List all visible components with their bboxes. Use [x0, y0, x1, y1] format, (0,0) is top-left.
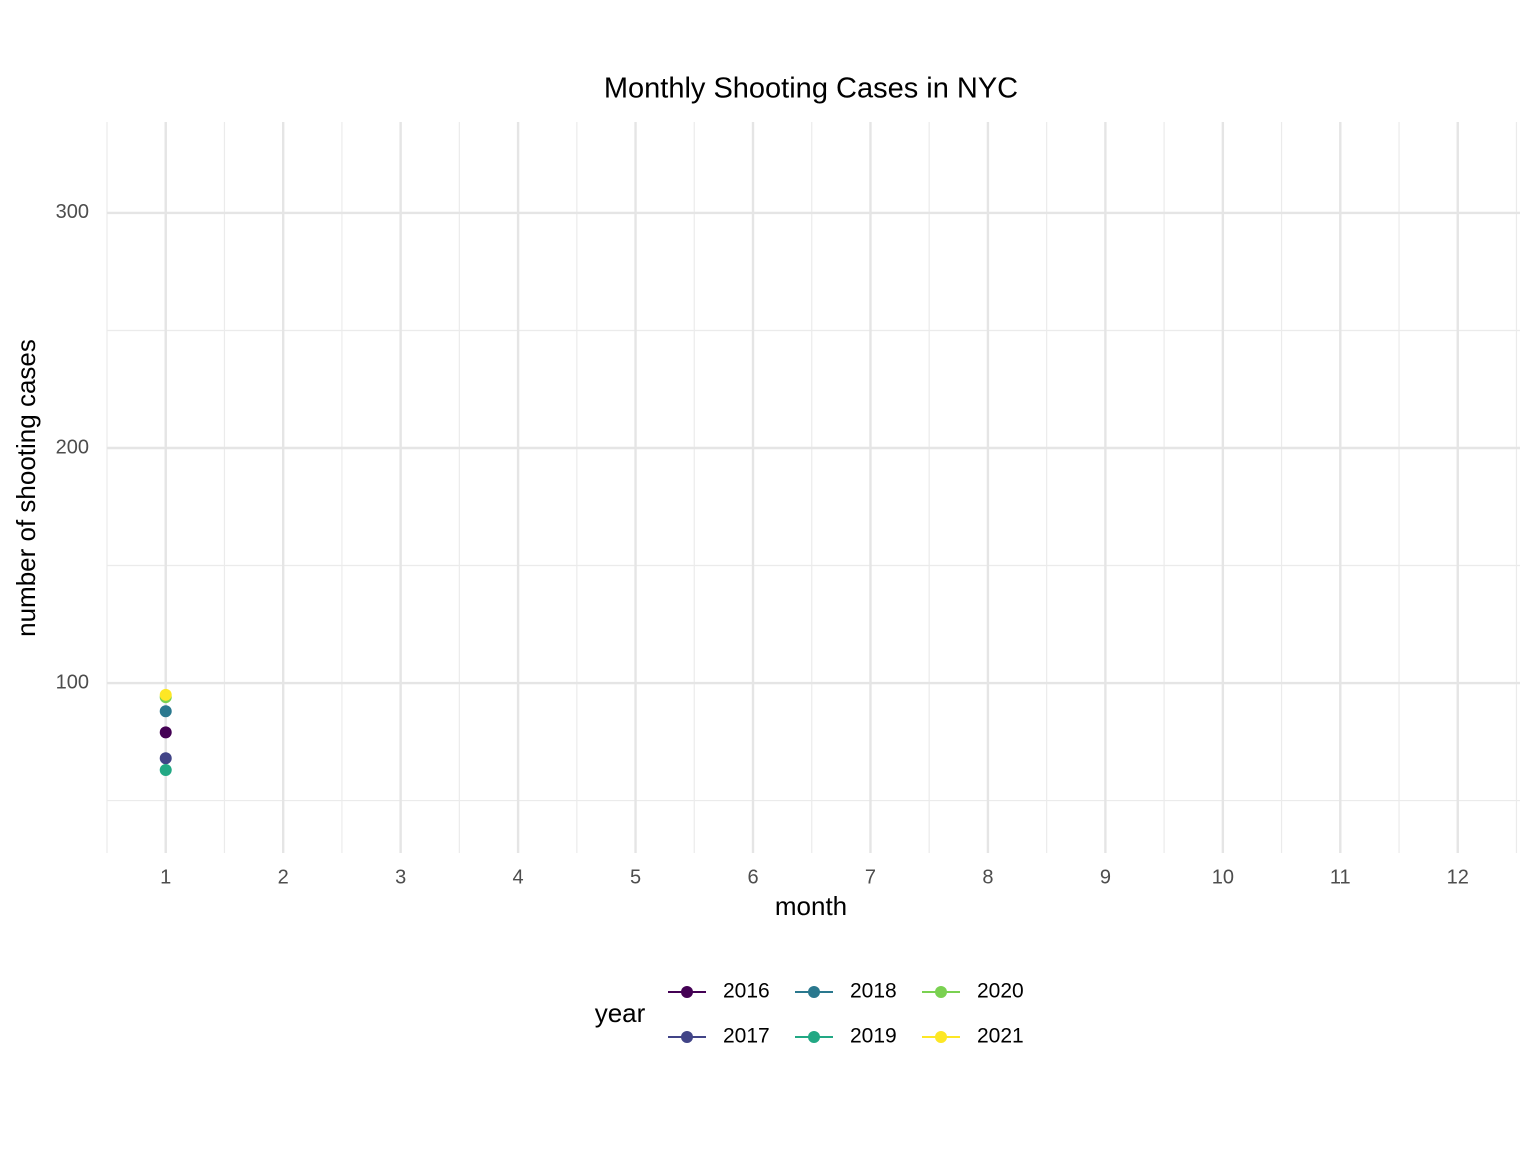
legend-label: 2018: [850, 980, 897, 1003]
legend-marker: [935, 1031, 947, 1043]
legend-marker: [681, 986, 693, 998]
y-axis-label: number of shooting cases: [11, 339, 41, 637]
legend-marker: [935, 986, 947, 998]
y-tick-label: 200: [56, 436, 89, 458]
data-point: [159, 688, 172, 701]
legend-marker: [808, 986, 820, 998]
x-tick-label: 2: [278, 866, 289, 888]
x-tick-label: 12: [1447, 866, 1469, 888]
legend-label: 2017: [723, 1025, 770, 1048]
x-tick-label: 9: [1100, 866, 1111, 888]
data-point: [159, 752, 172, 765]
x-tick-label: 8: [982, 866, 993, 888]
y-tick-label: 100: [56, 671, 89, 693]
x-tick-label: 4: [513, 866, 524, 888]
x-axis-label: month: [775, 891, 847, 921]
y-tick-label: 300: [56, 201, 89, 223]
legend-marker: [808, 1031, 820, 1043]
legend-label: 2019: [850, 1025, 897, 1048]
legend-label: 2021: [977, 1025, 1024, 1048]
x-tick-label: 5: [630, 866, 641, 888]
legend-label: 2016: [723, 980, 770, 1003]
x-tick-label: 10: [1212, 866, 1234, 888]
data-point: [159, 705, 172, 718]
legend-title: year: [595, 998, 646, 1028]
data-point: [159, 726, 172, 739]
legend-label: 2020: [977, 980, 1024, 1003]
x-tick-label: 1: [160, 866, 171, 888]
chart-title: Monthly Shooting Cases in NYC: [604, 73, 1018, 105]
legend-marker: [681, 1031, 693, 1043]
x-tick-label: 3: [395, 866, 406, 888]
x-tick-label: 6: [747, 866, 758, 888]
data-point: [159, 764, 172, 777]
x-tick-label: 11: [1330, 866, 1351, 888]
x-tick-label: 7: [865, 866, 876, 888]
